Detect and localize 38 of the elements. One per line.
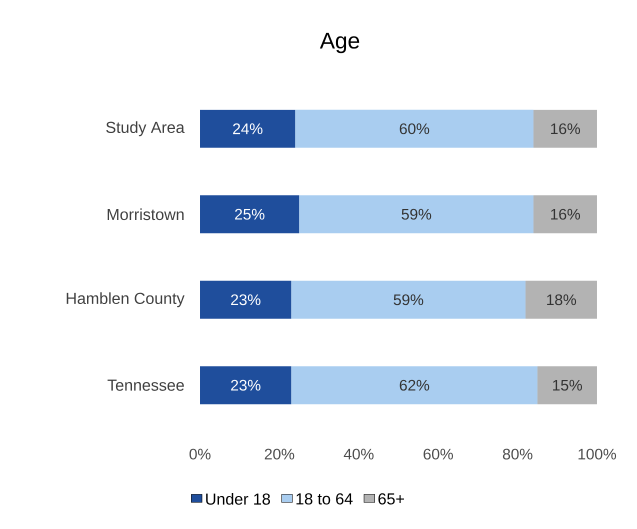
legend-label: 65+ (378, 493, 404, 505)
data-label: 16% (551, 208, 580, 220)
bar (299, 195, 534, 234)
bar (200, 195, 300, 234)
data-label: 60% (400, 123, 430, 134)
legend-label: Under 18 (206, 493, 270, 505)
x-tick-label: 20% (264, 448, 294, 460)
x-tick-label: 0% (190, 448, 211, 460)
bar (537, 366, 597, 404)
chart-title: Age (320, 32, 360, 54)
data-label: 16% (551, 123, 580, 134)
legend-label: 18 to 64 (296, 493, 353, 505)
y-tick-label: Study Area (106, 121, 185, 136)
data-label: 23% (231, 380, 260, 391)
bar (200, 110, 296, 148)
x-tick-label: 60% (424, 448, 453, 460)
bar (533, 195, 597, 234)
data-label: 15% (553, 380, 582, 391)
bar (291, 280, 526, 319)
y-tick-label: Tennessee (108, 380, 184, 391)
data-label: 59% (402, 208, 432, 220)
data-label: 62% (400, 380, 430, 391)
bar (291, 366, 538, 404)
data-label: 24% (233, 123, 262, 134)
data-label: 59% (394, 294, 424, 306)
bar (295, 110, 534, 148)
bar (526, 280, 597, 319)
data-label: 18% (547, 294, 576, 306)
x-tick-label: 80% (502, 448, 532, 460)
bar (533, 110, 597, 148)
y-tick-label: Morristown (108, 208, 184, 220)
y-tick-label: Hamblen County (66, 292, 185, 308)
bar (200, 280, 292, 319)
data-label: 25% (235, 208, 264, 220)
x-tick-label: 40% (344, 448, 374, 460)
bar (200, 366, 292, 404)
data-label: 23% (231, 294, 260, 306)
x-tick-label: 100% (578, 448, 616, 460)
